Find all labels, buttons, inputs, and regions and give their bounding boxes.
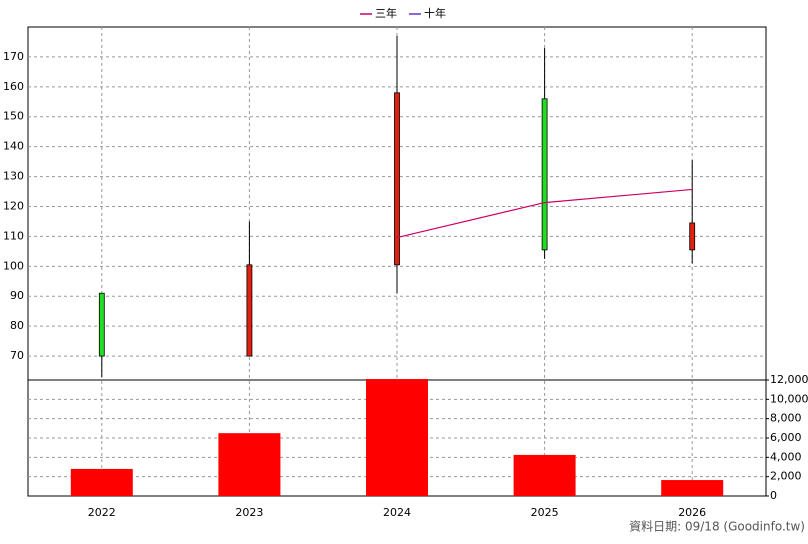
y-tick-label: 70 xyxy=(10,349,24,362)
volume-bar xyxy=(661,480,724,496)
y2-tick-label: 2,000 xyxy=(770,470,802,483)
y-tick-label: 130 xyxy=(3,170,24,183)
y-tick-label: 150 xyxy=(3,110,24,123)
y2-tick-label: 6,000 xyxy=(770,431,802,444)
line-series xyxy=(396,188,693,239)
volume-bar xyxy=(218,433,281,496)
candle-body xyxy=(98,292,105,357)
volume-bar xyxy=(366,379,428,496)
y-tick-label: 170 xyxy=(3,50,24,63)
x-tick-label: 2026 xyxy=(678,506,706,519)
x-tick-label: 2024 xyxy=(383,506,411,519)
candle-body xyxy=(394,92,400,266)
y-tick-label: 110 xyxy=(3,229,24,242)
x-tick-label: 2022 xyxy=(88,506,116,519)
volume-bar xyxy=(513,454,576,496)
y-tick-label: 80 xyxy=(10,319,24,332)
legend-label: 三年 xyxy=(375,6,397,20)
y-tick-label: 160 xyxy=(3,80,24,93)
y2-tick-label: 12,000 xyxy=(770,373,808,386)
y2-tick-label: 10,000 xyxy=(770,392,808,405)
x-tick-label: 2025 xyxy=(531,506,559,519)
x-tick-label: 2023 xyxy=(235,506,263,519)
y-tick-label: 140 xyxy=(3,140,24,153)
footer: 資料日期: 09/18 (Goodinfo.tw) xyxy=(629,520,805,534)
legend-label: 十年 xyxy=(424,6,446,20)
y2-tick-label: 0 xyxy=(770,489,777,502)
candle-body xyxy=(246,264,253,357)
candle-body xyxy=(689,222,696,251)
y-tick-label: 90 xyxy=(10,289,24,302)
volume-bar xyxy=(70,468,133,496)
y-tick-label: 120 xyxy=(3,199,24,212)
y-tick-label: 100 xyxy=(3,259,24,272)
y2-tick-label: 4,000 xyxy=(770,450,802,463)
y2-tick-label: 8,000 xyxy=(770,412,802,425)
candle-body xyxy=(541,98,548,251)
